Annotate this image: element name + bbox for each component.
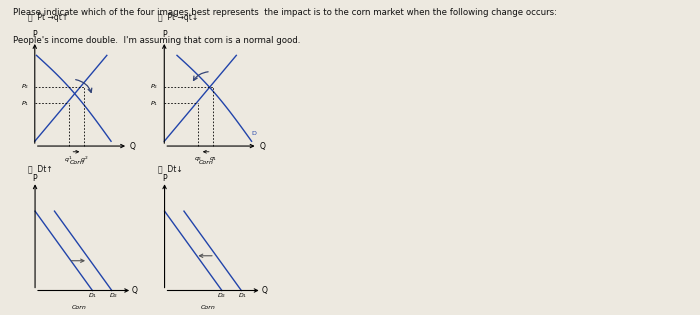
Text: $P_2$: $P_2$ (21, 83, 29, 91)
Text: $P_1$: $P_1$ (150, 99, 158, 107)
Text: $P_1$: $P_1$ (21, 99, 29, 107)
Text: Corn: Corn (199, 160, 214, 165)
Text: $q^1$: $q^1$ (64, 155, 73, 165)
Text: $q^2$: $q^2$ (80, 155, 88, 165)
Text: $D_2$: $D_2$ (109, 291, 118, 300)
Text: Corn: Corn (71, 305, 87, 310)
Text: Corn: Corn (70, 160, 85, 165)
Text: $D_1$: $D_1$ (88, 291, 97, 300)
Text: Corn: Corn (201, 305, 216, 310)
Text: $q_2$: $q_2$ (194, 155, 202, 163)
Text: $q_1$: $q_1$ (209, 155, 218, 163)
Text: Q: Q (262, 286, 267, 295)
Text: P: P (32, 30, 37, 39)
Text: P: P (162, 30, 167, 39)
Text: Q: Q (132, 286, 138, 295)
Text: P: P (33, 174, 37, 183)
Text: Q: Q (259, 141, 265, 151)
Text: People's income double.  I'm assuming that corn is a normal good.: People's income double. I'm assuming tha… (13, 36, 300, 45)
Text: P: P (162, 174, 167, 183)
Text: Ⓓ  Dt↓: Ⓓ Dt↓ (158, 165, 182, 174)
Text: Q: Q (130, 141, 136, 151)
Text: Ⓑ  Pt →qt↓: Ⓑ Pt →qt↓ (158, 14, 197, 22)
Text: Ⓐ  Pt →qt↑: Ⓐ Pt →qt↑ (28, 14, 69, 22)
Text: $D_1$: $D_1$ (239, 291, 248, 300)
Text: Ⓒ  Dt↑: Ⓒ Dt↑ (28, 165, 52, 174)
Text: $D_2$: $D_2$ (217, 291, 227, 300)
Text: $P_2$: $P_2$ (150, 83, 158, 91)
Text: Please indicate which of the four images best represents  the impact is to the c: Please indicate which of the four images… (13, 8, 556, 17)
Text: D: D (251, 131, 256, 135)
